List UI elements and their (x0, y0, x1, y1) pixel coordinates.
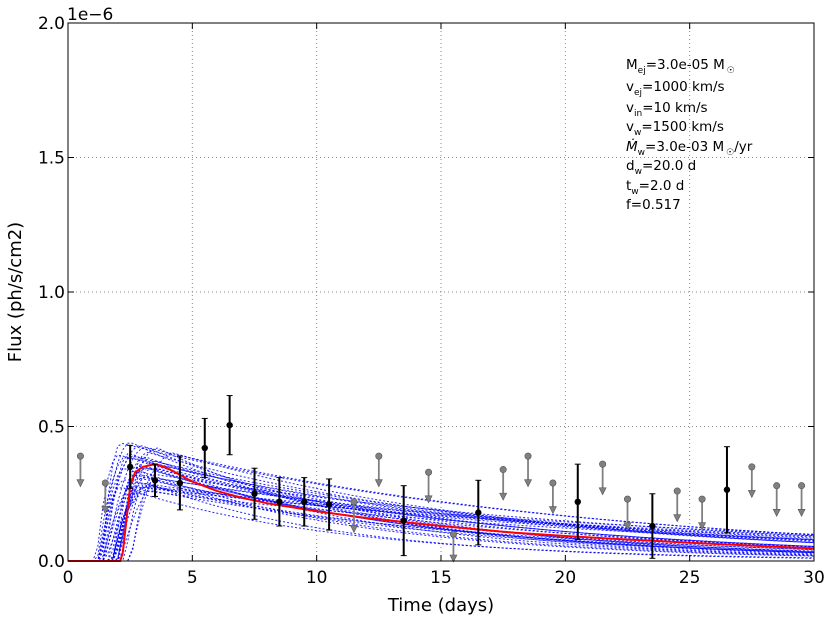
detection-point (649, 493, 656, 559)
upper-limits-layer (76, 452, 806, 563)
upper-limit-marker (76, 452, 85, 488)
detection-point (301, 477, 308, 527)
sample-model-curve (68, 447, 815, 562)
x-tick-label: 15 (430, 568, 452, 588)
x-tick-label: 30 (803, 568, 825, 588)
param-m-ej: Mej=3.0e-05 M ☉ (626, 57, 735, 76)
axis-ticks: 0 5 10 15 20 25 30 0.0 0.5 1.0 1.5 2.0 (38, 14, 825, 588)
y-tick-label: 1.5 (38, 149, 65, 169)
sample-model-curve (68, 452, 815, 562)
param-f: f=0.517 (626, 197, 681, 213)
upper-limit-marker (623, 495, 632, 531)
sample-model-curve (68, 486, 815, 562)
sample-model-curve (68, 451, 815, 562)
upper-limit-marker (499, 466, 508, 501)
param-v-ej: vej=1000 km/s (626, 79, 725, 98)
sample-model-curve (68, 447, 815, 562)
detections-layer (126, 395, 731, 559)
detection-point (400, 485, 407, 557)
upper-limit-marker (524, 452, 533, 488)
x-tick-label: 0 (63, 568, 74, 588)
upper-limit-marker (598, 460, 607, 496)
sample-model-curve (68, 490, 815, 562)
y-tick-label: 0.5 (38, 418, 65, 438)
sample-model-curve (68, 479, 815, 562)
y-axis-title: Flux (ph/s/cm2) (5, 222, 26, 362)
upper-limit-marker (772, 482, 781, 517)
detection-point (201, 417, 208, 479)
x-tick-label: 10 (306, 568, 328, 588)
detection-point (176, 455, 184, 511)
detection-point (126, 444, 134, 489)
detection-point (276, 477, 283, 527)
detection-point (475, 479, 482, 546)
upper-limit-marker (797, 482, 806, 517)
detection-point (723, 446, 731, 534)
upper-limit-marker (374, 452, 383, 488)
sample-model-curve (68, 445, 815, 562)
detection-point (251, 467, 258, 520)
x-tick-label: 25 (679, 568, 701, 588)
sample-model-curve (68, 470, 815, 562)
y-offset-label: 1e−6 (67, 5, 113, 25)
upper-limit-marker (673, 487, 682, 523)
y-tick-label: 1.0 (38, 283, 65, 303)
upper-limit-marker (449, 530, 458, 563)
sample-model-curve (68, 456, 815, 562)
param-t-w: tw=2.0 d (626, 178, 684, 197)
sample-model-curve (68, 468, 815, 562)
best-fit-layer (68, 463, 815, 562)
upper-limit-marker (548, 479, 557, 515)
upper-limit-marker (424, 468, 433, 504)
detection-point (151, 463, 159, 497)
upper-limit-marker (349, 498, 358, 534)
grid (68, 23, 814, 561)
param-mdot-w: Ṁw=3.0e-03 M ☉/yr (626, 137, 753, 158)
upper-limit-marker (101, 479, 110, 515)
sample-model-curve (68, 482, 815, 562)
x-axis-title: Time (days) (387, 595, 494, 616)
param-v-in: vin=10 km/s (626, 100, 708, 119)
detection-point (325, 478, 333, 531)
sample-model-curve (68, 490, 815, 562)
sample-model-curve (68, 461, 815, 562)
sample-model-curve (68, 442, 815, 562)
x-tick-label: 20 (555, 568, 577, 588)
detection-point (226, 395, 233, 456)
sample-model-curve (68, 455, 815, 562)
x-tick-label: 5 (187, 568, 198, 588)
detection-point (574, 463, 581, 540)
y-tick-label: 0.0 (38, 552, 65, 572)
sample-model-curve (68, 473, 815, 562)
upper-limit-marker (698, 495, 707, 531)
param-d-w: dw=20.0 d (626, 158, 696, 177)
upper-limit-marker (747, 463, 756, 499)
best-fit-curve (68, 463, 815, 562)
parameter-legend: Mej=3.0e-05 M ☉ vej=1000 km/s vin=10 km/s… (626, 57, 753, 213)
sample-model-curve (68, 485, 815, 562)
sample-model-curve (68, 453, 815, 562)
param-v-w: vw=1500 km/s (626, 119, 724, 138)
y-tick-label: 2.0 (38, 14, 65, 34)
